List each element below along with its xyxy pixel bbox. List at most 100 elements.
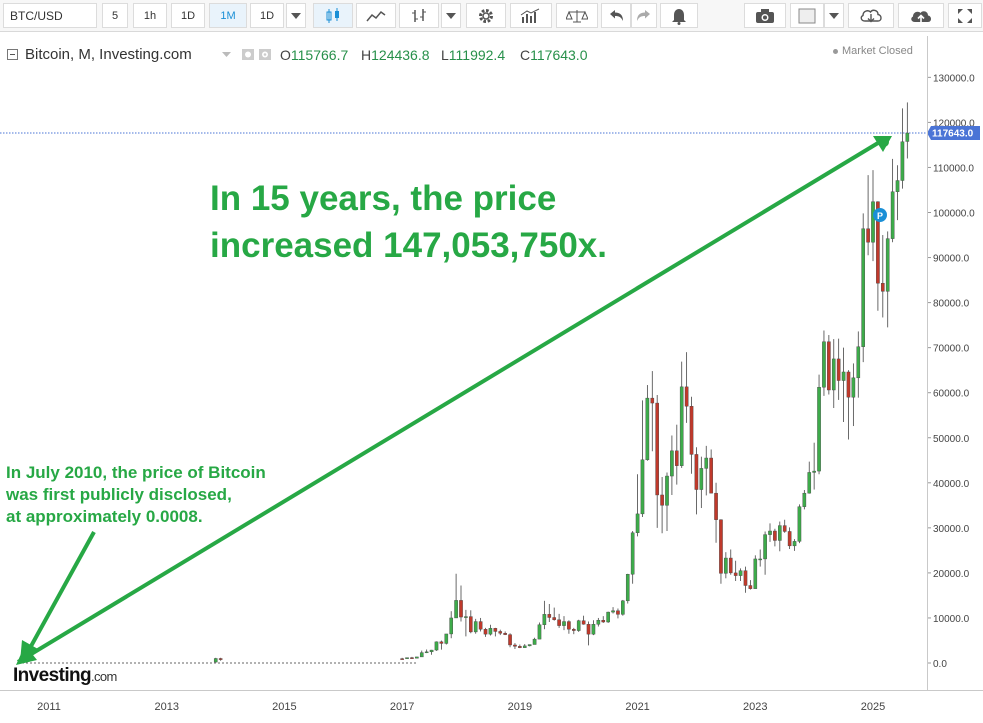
candle-2018-10	[503, 631, 507, 636]
candle-body	[444, 633, 449, 644]
candle-body	[581, 620, 586, 625]
candle-body	[640, 459, 645, 515]
candle-2023-03	[763, 531, 767, 575]
candle-body	[905, 132, 910, 142]
candle-body	[670, 450, 674, 477]
interval-custom-button[interactable]: 1D	[250, 3, 284, 28]
candle-body	[513, 644, 517, 647]
candle-2022-01	[694, 447, 699, 515]
gear-small-icon[interactable]	[259, 49, 271, 60]
candle-2020-12	[630, 531, 635, 584]
redo-icon	[637, 9, 650, 21]
candle-2022-07	[724, 552, 728, 579]
candle-2024-07	[841, 347, 846, 422]
time-tick-label: 2015	[272, 701, 296, 713]
candlestick-button[interactable]	[313, 3, 353, 28]
candle-2023-09	[792, 539, 797, 551]
candle-2020-06	[601, 616, 606, 623]
load-chart-button[interactable]	[848, 3, 894, 28]
candle-2019-11	[567, 620, 571, 634]
candle-body	[601, 620, 606, 623]
candle-2025-06	[895, 165, 900, 221]
price-chart[interactable]: 0.0 10000.0 20000.0 30000.0 40000.0 50000.0 60…	[0, 36, 983, 690]
area-chart-button[interactable]	[356, 3, 396, 28]
candle-body	[400, 658, 404, 660]
interval-5m-button[interactable]: 5	[102, 3, 128, 28]
interval-1d-button[interactable]: 1D	[171, 3, 205, 28]
candle-2018-07	[488, 624, 493, 636]
candle-body	[694, 454, 699, 490]
candle-2025-03	[881, 235, 885, 318]
chevron-down-icon[interactable]	[222, 52, 231, 58]
candle-body	[655, 402, 659, 496]
interval-dropdown[interactable]	[286, 3, 306, 28]
candle-2025-08	[905, 102, 910, 159]
candle-body	[743, 570, 748, 586]
box-dropdown[interactable]	[824, 3, 844, 28]
snapshot-button[interactable]	[744, 3, 786, 28]
interval-1m-button[interactable]: 1M	[209, 3, 247, 28]
candle-body	[846, 371, 851, 398]
eye-icon[interactable]	[242, 49, 254, 60]
alert-button[interactable]	[660, 3, 698, 28]
candle-2023-10	[797, 504, 802, 544]
candle-body	[831, 358, 836, 391]
candle-2023-01	[753, 555, 758, 589]
alert-bell-icon	[672, 8, 686, 25]
candle-2017-08	[434, 641, 439, 651]
candle-body	[469, 616, 473, 633]
symbol-input[interactable]: BTC/USD	[3, 3, 97, 28]
candle-2017-12	[454, 573, 458, 619]
candle-body	[625, 574, 630, 602]
undo-button[interactable]	[601, 3, 631, 28]
chart-type-dropdown[interactable]	[441, 3, 461, 28]
candle-body	[881, 283, 885, 292]
candle-body	[547, 614, 552, 618]
event-marker[interactable]	[873, 208, 887, 222]
save-chart-button[interactable]	[898, 3, 944, 28]
candle-body	[439, 641, 444, 644]
candle-2025-01	[871, 170, 875, 262]
candle-2018-01	[459, 585, 463, 622]
compare-button[interactable]	[556, 3, 598, 28]
fullscreen-button[interactable]	[948, 3, 982, 28]
price-tick-label: 30000.0	[933, 524, 970, 535]
candle-2020-02	[581, 615, 586, 625]
candle-body	[660, 494, 664, 506]
ohlc-close: C117643.0	[520, 47, 588, 63]
candle-2019-10	[562, 616, 566, 631]
candle-2021-03	[645, 385, 650, 461]
cloud-download-icon	[860, 9, 882, 22]
bar-ohlc-button[interactable]	[399, 3, 439, 28]
indicators-button[interactable]	[510, 3, 552, 28]
candle-2017-10	[444, 633, 449, 645]
collapse-icon[interactable]	[7, 49, 18, 60]
candle-body	[728, 557, 733, 574]
candle-body	[567, 621, 571, 630]
candle-body	[419, 652, 424, 658]
redo-button[interactable]	[631, 3, 657, 28]
cloud-upload-icon	[911, 10, 931, 22]
candle-2023-04	[768, 523, 772, 542]
candle-2022-10	[738, 568, 743, 582]
candle-2019-03	[527, 644, 532, 647]
candle-body	[704, 457, 709, 469]
chart-box-button[interactable]	[790, 3, 824, 28]
price-tick-label: 90000.0	[933, 254, 970, 265]
candle-body	[876, 201, 880, 284]
time-axis-labels: 2011 2013 2015 2017 2019 2021 2023 2025	[37, 701, 885, 713]
candle-2023-06	[778, 521, 782, 552]
candle-body	[797, 506, 802, 542]
interval-1h-button[interactable]: 1h	[133, 3, 167, 28]
candle-2017-06	[424, 649, 429, 654]
candle-body	[753, 558, 758, 589]
candle-2018-05	[478, 617, 483, 632]
candle-2020-01	[576, 619, 581, 632]
settings-button[interactable]	[466, 3, 506, 28]
candle-2022-12	[748, 580, 753, 590]
candle-body	[802, 492, 807, 507]
candle-2017-07	[429, 649, 434, 655]
chevron-down-icon	[291, 12, 301, 19]
price-tick-label: 0.0	[933, 659, 947, 670]
candle-body	[562, 621, 566, 626]
